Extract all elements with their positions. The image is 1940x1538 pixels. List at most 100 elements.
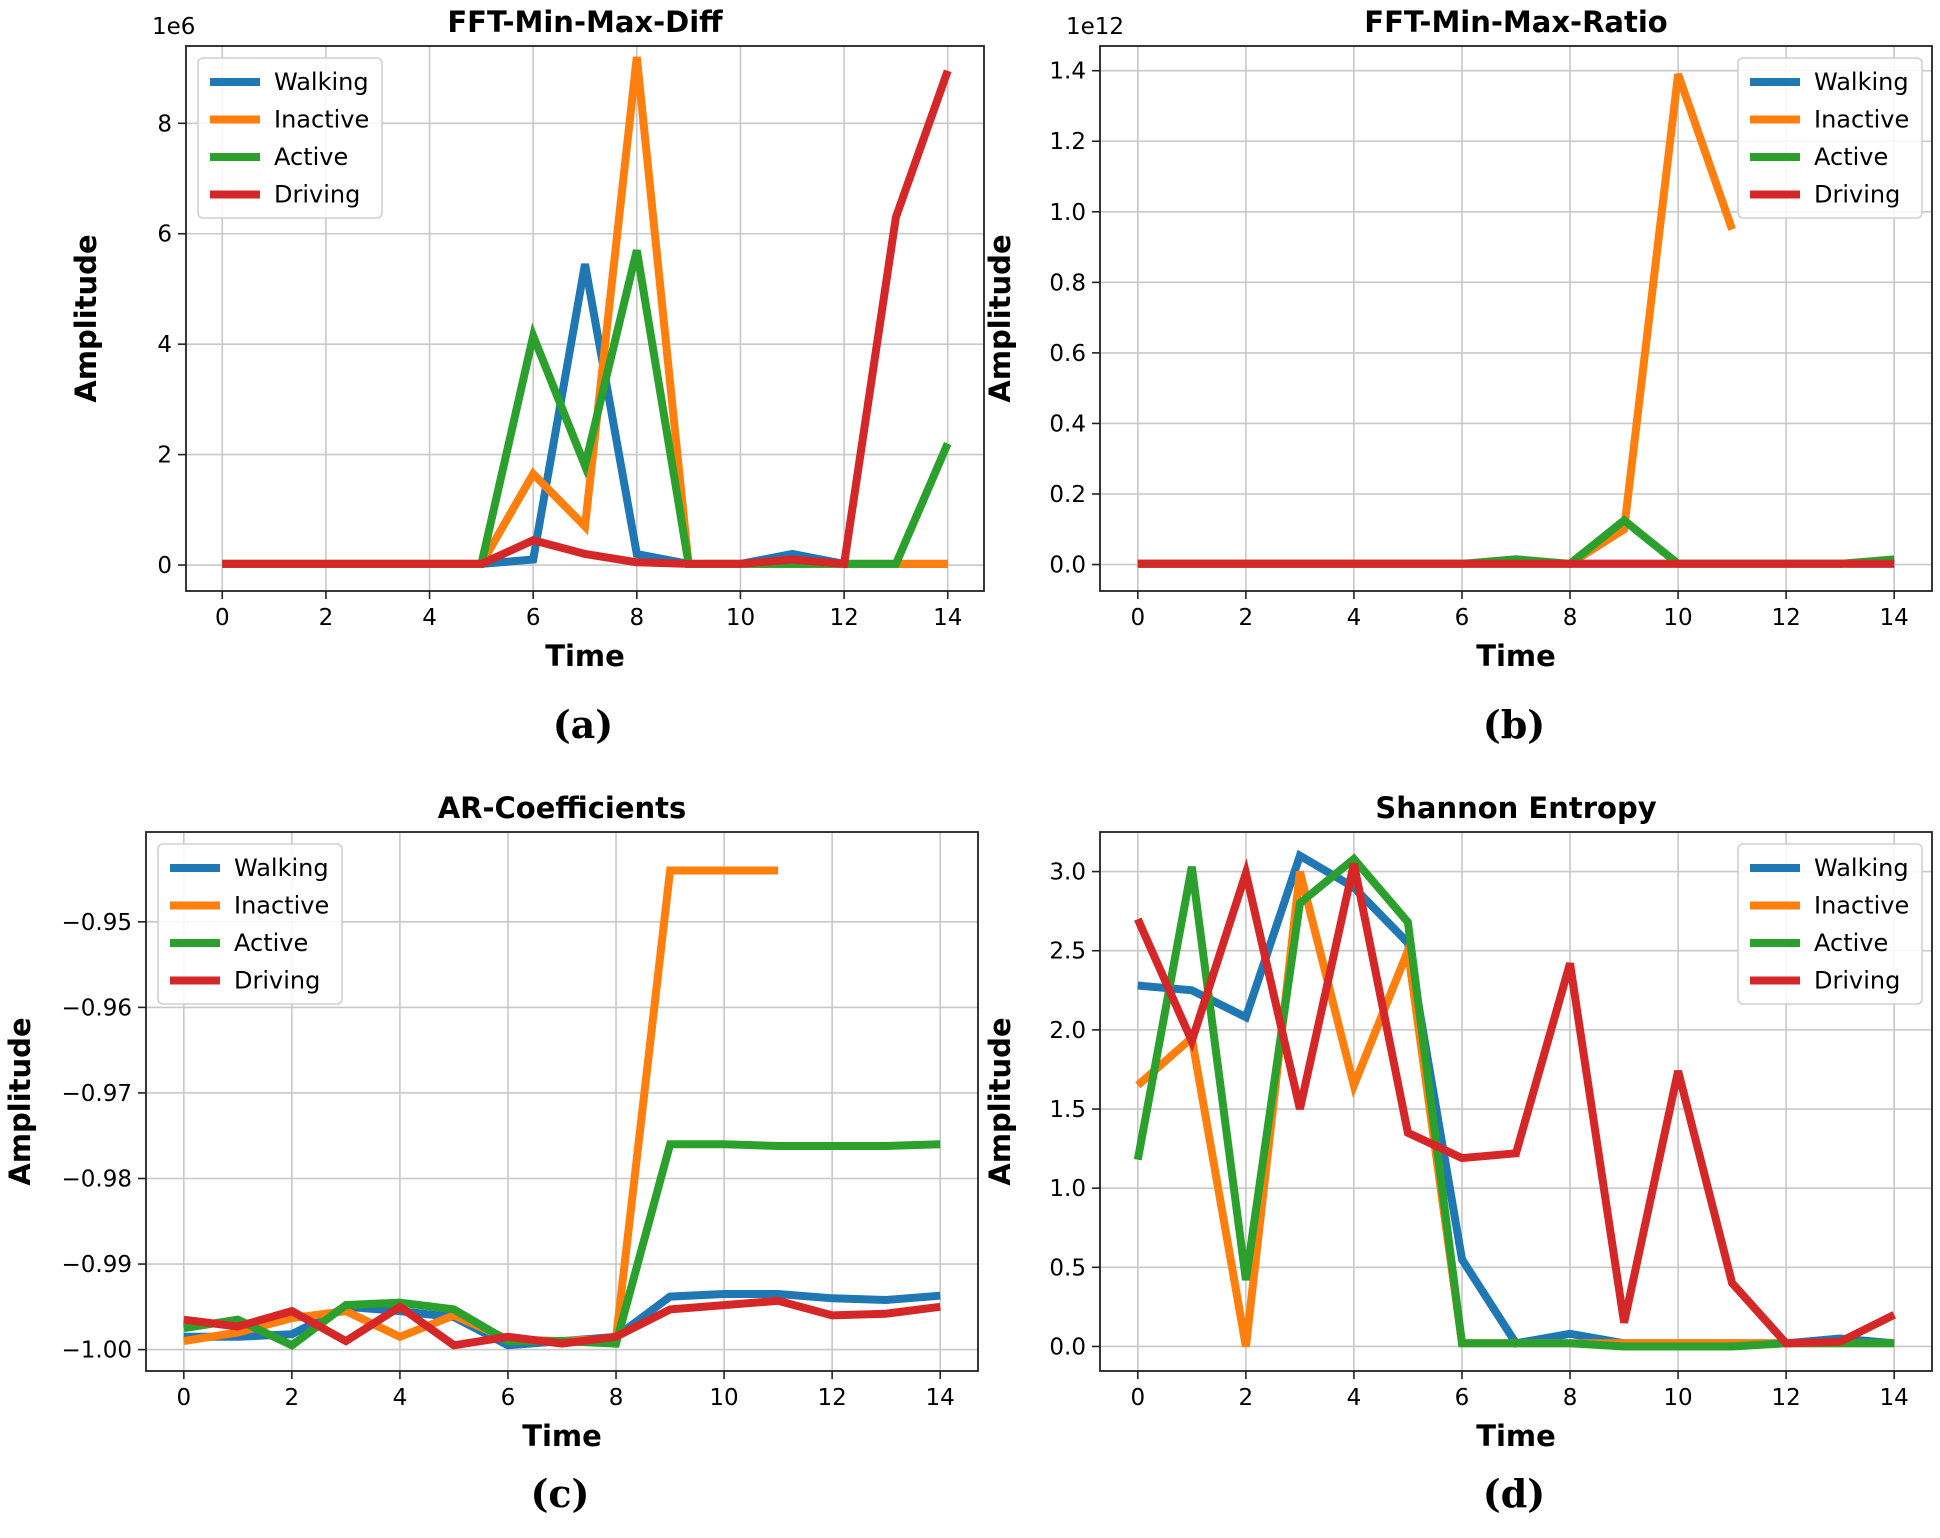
panel-caption: (b) [1483,702,1546,747]
legend-label-active: Active [274,143,348,171]
panel-shannon-entropy: 0 2 4 6 8 10 12 14 0.0 0.5 1.0 1.5 2.0 2.5 3.0 Shannon … [983,791,1933,1516]
x-axis-label: Time [1476,639,1556,673]
y-tick-label: 3.0 [1049,860,1086,886]
y-tick-label: 0.0 [1049,553,1086,579]
x-tick-label: 6 [526,605,541,631]
legend-label-inactive: Inactive [274,106,369,134]
panel-ar-coefficients: 0 2 4 6 8 10 12 14 −1.00 −0.99 −0.98 −0.97 −0.96 −0.9… [3,791,979,1516]
x-axis-label: Time [545,639,625,673]
panel-caption: (c) [530,1471,589,1516]
x-tick-label: 12 [829,605,858,631]
y-tick-label: 1.4 [1049,59,1086,85]
panel-caption: (d) [1483,1471,1546,1516]
legend-label-active: Active [1814,143,1888,171]
x-tick-label: 10 [1663,605,1692,631]
y-tick-label: −0.95 [62,910,132,936]
legend-box [1737,57,1923,219]
x-axis-label: Time [1476,1419,1556,1453]
legend-label-driving: Driving [274,181,360,209]
x-tick-label: 0 [1130,605,1145,631]
x-tick-label: 2 [319,605,334,631]
y-axis-label: Amplitude [983,234,1017,402]
y-tick-label: 0.8 [1049,270,1086,296]
y-tick-label: 2 [157,443,172,469]
y-tick-label: 4 [157,332,172,358]
y-tick-label: 0.0 [1049,1334,1086,1360]
legend-box [1737,843,1923,1005]
y-tick-label: 0.5 [1049,1255,1086,1281]
panel-fft-min-max-diff: 0 2 4 6 8 10 12 14 0 2 4 6 8 FFT-Min-Max-Diff 1e6 Time A… [69,5,985,747]
legend-label-walking: Walking [1814,854,1909,882]
axes-frame [145,831,979,1372]
legend-label-driving: Driving [234,967,320,995]
x-tick-label: 8 [629,605,644,631]
x-tick-label: 2 [1239,605,1254,631]
series-line-driving [1134,858,1896,1348]
y-axis-label: Amplitude [69,234,103,402]
x-tick-label: 14 [1880,605,1909,631]
y-tick-label: 0.2 [1049,482,1086,508]
x-tick-label: 6 [1455,1385,1470,1411]
x-tick-label: 12 [1771,1385,1800,1411]
y-tick-label: 2.0 [1049,1018,1086,1044]
y-tick-label: 0.6 [1049,341,1086,367]
legend-label-driving: Driving [1814,181,1900,209]
y-axis-label: Amplitude [983,1017,1017,1185]
y-tick-label: −0.98 [62,1167,132,1193]
legend-label-active: Active [234,929,308,957]
panel-caption: (a) [553,702,614,747]
axes-frame [1099,831,1933,1372]
y-tick-label: 0 [157,553,172,579]
legend-label-inactive: Inactive [1814,892,1909,920]
axes-frame [185,45,985,592]
axis-offset-label: 1e12 [1066,14,1124,40]
y-tick-label: 2.5 [1049,939,1086,965]
x-tick-label: 6 [1455,605,1470,631]
legend-label-driving: Driving [1814,967,1900,995]
y-tick-label: −0.97 [62,1081,132,1107]
x-tick-label: 12 [1771,605,1800,631]
y-tick-label: −1.00 [62,1338,132,1364]
x-tick-label: 10 [709,1385,738,1411]
y-tick-label: 0.4 [1049,411,1086,437]
x-tick-label: 12 [817,1385,846,1411]
y-tick-label: −0.96 [62,995,132,1021]
x-tick-label: 10 [1663,1385,1692,1411]
x-tick-label: 0 [176,1385,191,1411]
legend: Walking Inactive Active Driving [1737,57,1923,219]
series-line-driving [222,69,952,569]
y-tick-label: 1.5 [1049,1097,1086,1123]
x-tick-label: 4 [1347,1385,1362,1411]
legend-label-walking: Walking [1814,68,1909,96]
x-tick-label: 8 [609,1385,624,1411]
chart-title: Shannon Entropy [1375,791,1656,825]
y-axis-label: Amplitude [3,1017,37,1185]
chart-title: FFT-Min-Max-Ratio [1364,5,1667,39]
x-tick-label: 2 [1239,1385,1254,1411]
axes-frame [1099,45,1933,592]
legend: Walking Inactive Active Driving [157,843,343,1005]
x-tick-label: 2 [285,1385,300,1411]
x-tick-label: 4 [393,1385,408,1411]
x-tick-label: 14 [926,1385,955,1411]
y-tick-label: −0.99 [62,1252,132,1278]
panel-fft-min-max-ratio: 0 2 4 6 8 10 12 14 0.0 0.2 0.4 0.6 0.8 1.0 1.2 1.4 FFT-M… [983,5,1933,747]
series-line-driving [183,1296,941,1350]
legend-label-inactive: Inactive [1814,106,1909,134]
x-tick-label: 8 [1563,605,1578,631]
x-tick-label: 10 [726,605,755,631]
legend-label-active: Active [1814,929,1888,957]
x-tick-label: 0 [215,605,230,631]
x-tick-label: 4 [1347,605,1362,631]
legend-label-inactive: Inactive [234,892,329,920]
x-tick-label: 8 [1563,1385,1578,1411]
x-tick-label: 4 [422,605,437,631]
legend-box [197,57,383,219]
y-tick-label: 6 [157,222,172,248]
x-tick-label: 0 [1130,1385,1145,1411]
chart-title: AR-Coefficients [438,791,687,825]
x-tick-label: 14 [933,605,962,631]
legend-label-walking: Walking [234,854,329,882]
y-tick-label: 8 [157,111,172,137]
